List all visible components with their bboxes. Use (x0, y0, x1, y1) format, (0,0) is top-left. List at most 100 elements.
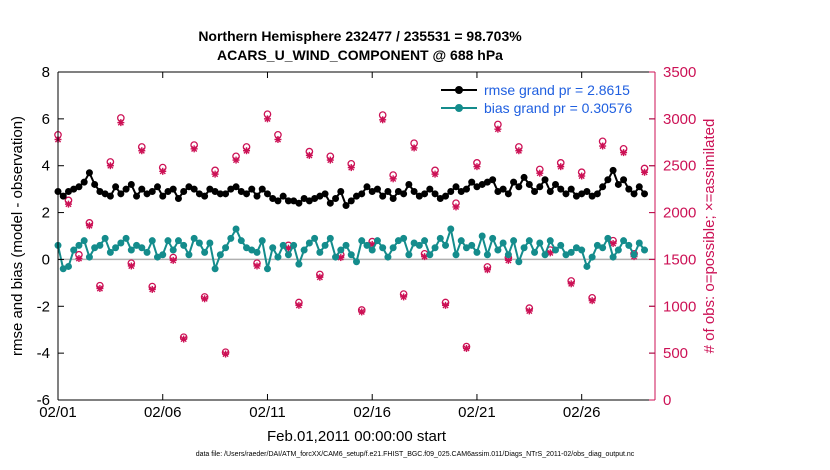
obs-assimilated-marker (358, 308, 366, 316)
obs-assimilated-marker (442, 301, 450, 309)
bias-point (80, 237, 88, 245)
obs-assimilated-stroke (379, 116, 386, 123)
axes-layer: -6 -4 -2 0 2 4 6 8 0 500 1000 1500 2000 2500 3000 3500 0… (9, 64, 718, 445)
rmse-point (180, 187, 188, 195)
bias-point (489, 234, 497, 242)
rmse-point (557, 185, 565, 193)
left-y-axis-label: rmse and bias (model - observation) (9, 116, 26, 356)
obs-assimilated-marker (400, 293, 408, 301)
obs-assimilated-marker (326, 156, 334, 164)
obs-assimilated-marker (148, 285, 156, 293)
rmse-point (379, 192, 387, 200)
obs-assimilated-stroke (484, 266, 491, 273)
obs-assimilated-marker (620, 149, 628, 157)
bias-point (279, 241, 287, 249)
bias-point (164, 237, 172, 245)
bias-point (368, 246, 376, 254)
obs-assimilated-stroke (348, 164, 355, 171)
rmse-point (358, 190, 366, 198)
obs-assimilated-stroke (65, 201, 72, 208)
obs-assimilated-stroke (358, 308, 365, 316)
rmse-point (248, 185, 256, 193)
x-tick-label: 02/06 (144, 404, 182, 421)
rmse-point (489, 176, 497, 184)
rmse-point (133, 192, 141, 200)
bias-point (70, 246, 78, 254)
obs-assimilated-marker (159, 167, 167, 175)
rmse-point (614, 180, 622, 188)
bias-point (525, 237, 533, 245)
rmse-point (363, 183, 371, 191)
obs-assimilated-stroke (411, 144, 418, 152)
rmse-point (630, 190, 638, 198)
rmse-point (332, 195, 340, 203)
obs-assimilated-marker (295, 301, 303, 309)
bias-point (185, 251, 193, 259)
rmse-point (321, 190, 329, 198)
bias-point (515, 258, 523, 266)
obs-assimilated-stroke (191, 145, 198, 152)
obs-assimilated-stroke (232, 156, 240, 164)
legend-marker-rmse (455, 86, 463, 94)
bias-point (442, 241, 450, 249)
bias-point (159, 251, 167, 259)
obs-assimilated-stroke (515, 147, 522, 154)
rmse-point (85, 169, 93, 177)
rmse-point (253, 192, 261, 200)
obs-assimilated-stroke (128, 262, 135, 270)
bias-point (96, 241, 104, 249)
obs-assimilated-marker (567, 280, 575, 288)
bias-point (510, 237, 518, 245)
bias-point (400, 234, 408, 242)
rmse-point (431, 190, 439, 198)
right-tick-label: 1500 (663, 251, 696, 268)
left-tick-label: 2 (42, 205, 50, 222)
right-tick-label: 2000 (663, 205, 696, 222)
bias-point (363, 241, 371, 249)
bias-point (384, 253, 392, 261)
rmse-point (159, 192, 167, 200)
bias-point (358, 237, 366, 245)
obs-assimilated-stroke (212, 171, 219, 178)
obs-assimilated-stroke (369, 241, 376, 248)
rmse-point (154, 183, 161, 191)
rmse-point (243, 190, 251, 198)
right-tick-label: 1000 (663, 298, 696, 315)
rmse-point (541, 176, 549, 184)
right-y-axis-label: # of obs: o=possible; ×=assimilated (701, 119, 718, 354)
bias-point (405, 251, 413, 259)
rmse-point (620, 176, 628, 184)
bias-point (379, 244, 387, 252)
obs-assimilated-marker (557, 163, 565, 171)
obs-assimilated-stroke (620, 149, 627, 156)
bias-point (483, 251, 491, 259)
obs-assimilated-marker (536, 169, 544, 177)
obs-assimilated-stroke (610, 240, 617, 247)
bias-point (201, 248, 209, 256)
obs-assimilated-marker (180, 335, 188, 343)
bias-point (609, 253, 617, 261)
obs-assimilated-stroke (536, 170, 543, 177)
right-tick-label: 2500 (663, 158, 696, 175)
bias-point (64, 262, 72, 270)
rmse-point (593, 190, 601, 198)
obs-assimilated-stroke (243, 147, 250, 154)
obs-assimilated-stroke (316, 274, 323, 281)
obs-assimilated-stroke (390, 175, 397, 182)
obs-assimilated-stroke (86, 222, 93, 229)
bias-point (195, 239, 203, 247)
bias-point (326, 234, 334, 242)
obs-assimilated-stroke (599, 142, 606, 150)
bias-point (457, 237, 465, 245)
obs-assimilated-stroke (473, 163, 481, 170)
left-tick-label: 8 (42, 64, 50, 81)
x-axis-label: Feb.01,2011 00:00:00 start (267, 428, 447, 445)
rmse-point (525, 180, 533, 188)
obs-assimilated-marker (525, 307, 533, 315)
obs-assimilated-marker (578, 172, 586, 180)
obs-assimilated-marker (494, 125, 502, 133)
bias-point (415, 241, 423, 249)
bias-point (300, 246, 308, 254)
rmse-point (384, 187, 392, 195)
